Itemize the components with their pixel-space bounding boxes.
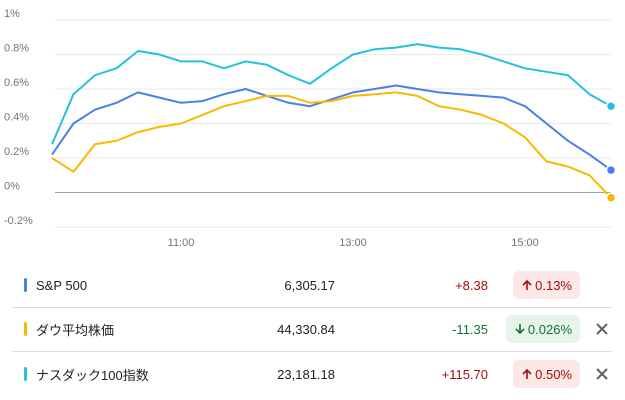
- arrow-path: [515, 324, 525, 335]
- percent-badge: 0.026%: [505, 315, 580, 343]
- series-line: [51, 43, 612, 145]
- y-tick-label: 0.2%: [4, 146, 29, 158]
- color-indicator: [24, 278, 27, 292]
- arrow-path: [522, 279, 532, 290]
- index-price: 23,181.18: [277, 366, 335, 382]
- arrow-icon: [522, 279, 532, 290]
- y-tick-label: 0.4%: [4, 111, 29, 123]
- x-tick-label: 13:00: [339, 237, 367, 249]
- arrow-path: [522, 368, 532, 379]
- x-tick-label: 11:00: [168, 237, 195, 249]
- y-tick-label: 1%: [4, 8, 20, 20]
- y-tick-label: 0.8%: [4, 42, 29, 54]
- x-tick-label: 15:00: [511, 237, 539, 249]
- series-line: [51, 91, 612, 199]
- change-value: +115.70: [441, 366, 488, 382]
- percent-text: 0.13%: [535, 277, 572, 293]
- y-tick-label: 0%: [4, 180, 20, 192]
- remove-icon: [596, 368, 608, 380]
- chart: -0.2% 0% 0.2% 0.4% 0.6% 0.8% 1% 11:00 13:00 15:00: [4, 8, 617, 249]
- end-dot: [605, 164, 617, 176]
- percent-text: 0.50%: [535, 366, 572, 382]
- percent-text: 0.026%: [527, 321, 572, 337]
- change-value: -11.35: [452, 321, 488, 337]
- row-separator: [12, 351, 612, 352]
- arrow-icon: [515, 324, 525, 335]
- table-row[interactable]: ダウ平均株価 44,330.84 -11.35 0.026%: [0, 307, 625, 351]
- index-price: 44,330.84: [277, 321, 335, 337]
- percent-badge: 0.50%: [513, 360, 580, 388]
- remove-icon: [596, 323, 608, 335]
- row-separator: [12, 307, 612, 308]
- color-indicator: [24, 322, 27, 336]
- series-line: [51, 84, 612, 171]
- change-value: +8.38: [455, 277, 488, 293]
- index-name: S&P 500: [36, 277, 88, 293]
- index-price: 6,305.17: [284, 277, 335, 293]
- color-indicator: [24, 367, 27, 381]
- arrow-icon: [522, 368, 532, 379]
- remove-button[interactable]: [595, 322, 609, 336]
- percent-badge: 0.13%: [513, 271, 580, 299]
- y-tick-label: -0.2%: [4, 215, 33, 227]
- remove-button[interactable]: [595, 367, 609, 381]
- table-row[interactable]: ナスダック100指数 23,181.18 +115.70 0.50%: [0, 352, 625, 396]
- index-name: ナスダック100指数: [36, 367, 149, 383]
- table-row[interactable]: S&P 500 6,305.17 +8.38 0.13%: [0, 263, 625, 307]
- end-dot: [605, 192, 617, 203]
- y-tick-label: 0.6%: [4, 77, 29, 89]
- end-dot: [605, 101, 617, 112]
- index-name: ダウ平均株価: [36, 322, 115, 338]
